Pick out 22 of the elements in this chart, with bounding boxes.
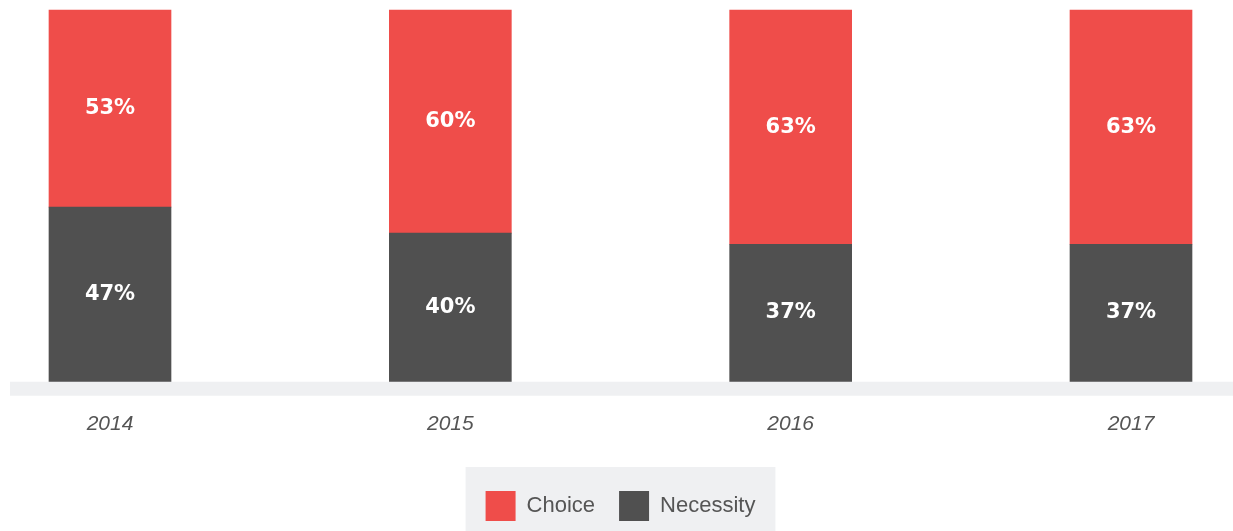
data-label: 53%	[84, 94, 136, 119]
bar	[729, 9, 852, 245]
data-label: 37%	[765, 299, 816, 324]
data-label: 40%	[425, 293, 476, 318]
data-label: 37%	[1105, 299, 1157, 324]
x-tick-label: 2017	[1106, 411, 1156, 435]
bar	[48, 206, 172, 383]
x-tick-label: 2016	[766, 411, 815, 435]
data-label: 63%	[765, 113, 816, 138]
data-label: 60%	[425, 107, 476, 132]
data-label: 63%	[1105, 113, 1157, 138]
legend-label: Necessity	[660, 492, 756, 518]
bar	[48, 9, 172, 208]
bar	[389, 232, 512, 383]
x-tick-label: 2015	[425, 411, 475, 435]
bar	[1069, 9, 1193, 245]
bar	[729, 243, 852, 383]
data-label: 47%	[84, 280, 136, 305]
legend-label: Choice	[526, 492, 596, 518]
bar	[389, 9, 512, 234]
x-tick-label: 2014	[85, 411, 134, 435]
bar	[1069, 243, 1193, 383]
